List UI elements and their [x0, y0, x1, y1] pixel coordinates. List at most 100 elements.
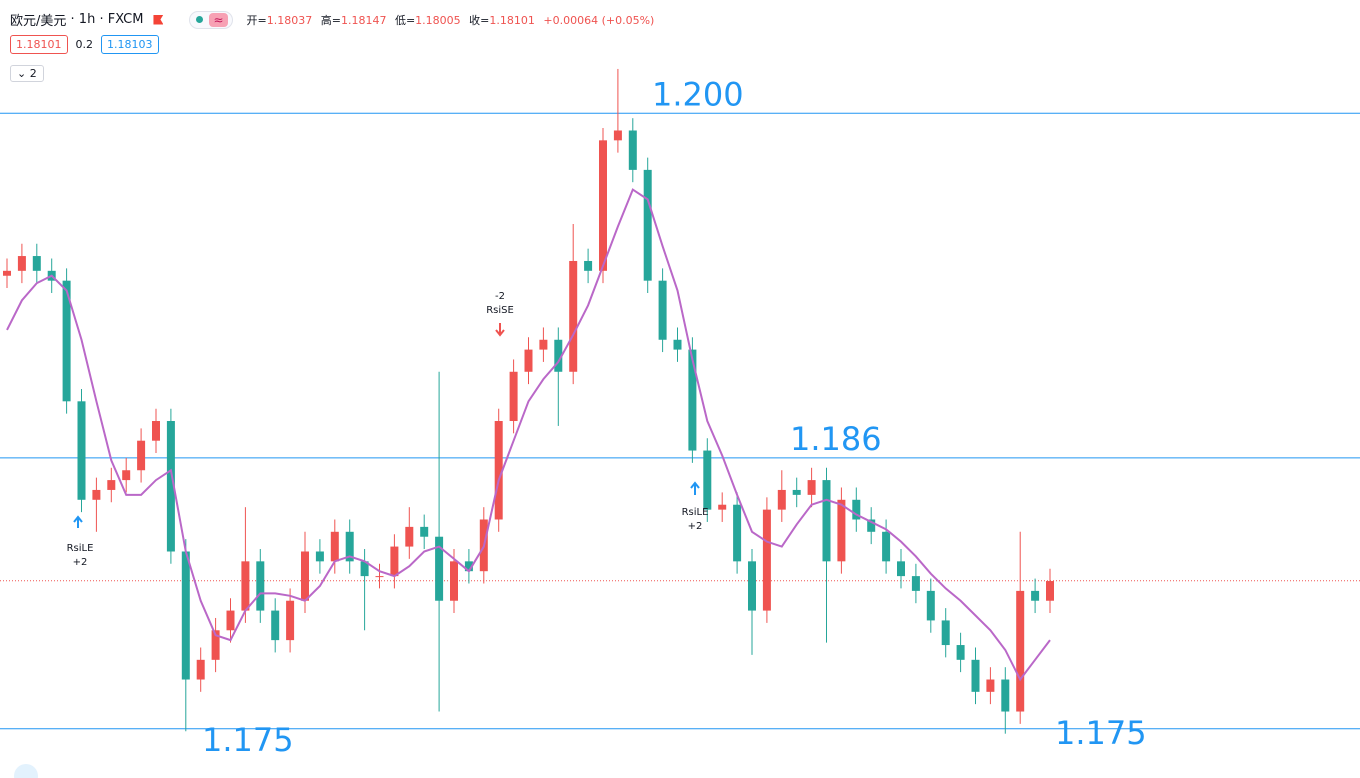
candle-body [77, 401, 86, 500]
candle-body [941, 620, 950, 646]
candle-body [584, 260, 593, 271]
moving-average [6, 188, 1051, 682]
signal-arrow-down [495, 323, 505, 337]
ohlc-label: 高= [320, 13, 341, 27]
candle-body [777, 489, 786, 510]
candle-body [882, 531, 891, 562]
signal-qty: -2 [495, 291, 505, 302]
candle-body [211, 630, 220, 660]
candle-body [122, 470, 131, 481]
wave-icon: ≈ [209, 12, 228, 27]
candle-body [867, 519, 876, 532]
symbol-header: 欧元/美元 · 1h · FXCM ≈ 开=1.18037 高=1.18147 … [10, 10, 659, 29]
candle-body [837, 499, 846, 562]
candle-body [301, 551, 309, 601]
candle-body [569, 260, 578, 372]
spread: 0.2 [75, 38, 94, 51]
candle-body [524, 349, 533, 372]
candle-body [256, 561, 265, 611]
change: +0.00064 (+0.05%) [543, 13, 655, 27]
ohlc-value: 1.18101 [489, 13, 535, 27]
candle-body [92, 489, 101, 500]
candle-body [390, 546, 399, 577]
candle-body [822, 480, 831, 562]
candle-body [971, 659, 980, 692]
candle-body [733, 504, 742, 562]
logo-badge [14, 764, 38, 778]
candle-body [509, 371, 518, 422]
level-label: 1.186 [790, 420, 882, 458]
candle-body [613, 130, 622, 141]
candle-body [897, 561, 905, 577]
ohlc: 开=1.18037 高=1.18147 低=1.18005 收=1.18101 … [247, 12, 660, 28]
candle-body [494, 421, 503, 520]
trade-row: 1.18101 0.2 1.18103 [10, 35, 159, 54]
candle-body [464, 561, 473, 572]
candle-body [539, 339, 548, 350]
symbol[interactable]: 欧元/美元 [10, 14, 67, 29]
candle-body [1016, 590, 1025, 712]
candle-body [241, 561, 250, 611]
candle-body [628, 130, 637, 170]
sell-button[interactable]: 1.18101 [10, 35, 68, 54]
candle-body [17, 256, 26, 271]
candle-body [658, 280, 667, 340]
candle-body [1046, 581, 1054, 601]
exchange: FXCM [107, 12, 144, 27]
candle-body [956, 645, 965, 660]
candle-body [3, 270, 11, 276]
candle-body [554, 339, 563, 372]
candle-body [196, 659, 205, 680]
candle-body [643, 169, 652, 281]
buy-button[interactable]: 1.18103 [101, 35, 159, 54]
candle-body [435, 536, 444, 601]
candle-body [62, 280, 71, 402]
signal-name: RsiSE [486, 305, 514, 316]
candle-body [181, 551, 190, 680]
signal-qty: +2 [73, 557, 88, 568]
ohlc-value: 1.18037 [266, 13, 313, 27]
candle-body [911, 576, 920, 591]
candle-body [748, 561, 756, 611]
candle-body [152, 421, 160, 441]
ohlc-label: 收= [469, 13, 490, 27]
interval[interactable]: 1h [78, 12, 96, 27]
candle-body [792, 489, 801, 495]
signal-arrow-up [690, 481, 700, 495]
candle-body [688, 349, 697, 451]
signal-arrow-up [73, 515, 83, 528]
candle-body [703, 450, 712, 510]
candle-body [1001, 679, 1010, 712]
indicators-count: 2 [29, 67, 37, 80]
candle-body [852, 499, 861, 520]
candle-body [405, 526, 414, 547]
candle-body [420, 526, 429, 537]
status-pill[interactable]: ≈ [189, 10, 233, 29]
candle-body [762, 509, 771, 611]
ohlc-value: 1.18147 [340, 13, 387, 27]
candle-body [107, 480, 116, 490]
ohlc-label: 开= [246, 13, 267, 27]
indicators-toggle[interactable]: ⌄ 2 [10, 65, 44, 82]
candle-body [375, 576, 384, 578]
status-dot [196, 16, 204, 23]
signal-name: RsiLE [682, 507, 709, 518]
candle-body [226, 610, 235, 631]
candle-body [32, 256, 41, 271]
candle-body [718, 504, 727, 510]
candle-body [599, 140, 607, 271]
level-label: 1.175 [1055, 714, 1147, 752]
candle-body [450, 561, 458, 601]
candle-body [330, 531, 339, 562]
level-label: 1.175 [202, 721, 294, 759]
candle-body [1031, 590, 1040, 601]
candle-body [137, 440, 146, 471]
flag-icon[interactable] [153, 14, 164, 25]
level-label: 1.200 [652, 75, 744, 113]
candle-body [166, 421, 175, 552]
candle-body [673, 339, 682, 350]
candle-body [286, 600, 295, 641]
candle-body [807, 480, 816, 495]
